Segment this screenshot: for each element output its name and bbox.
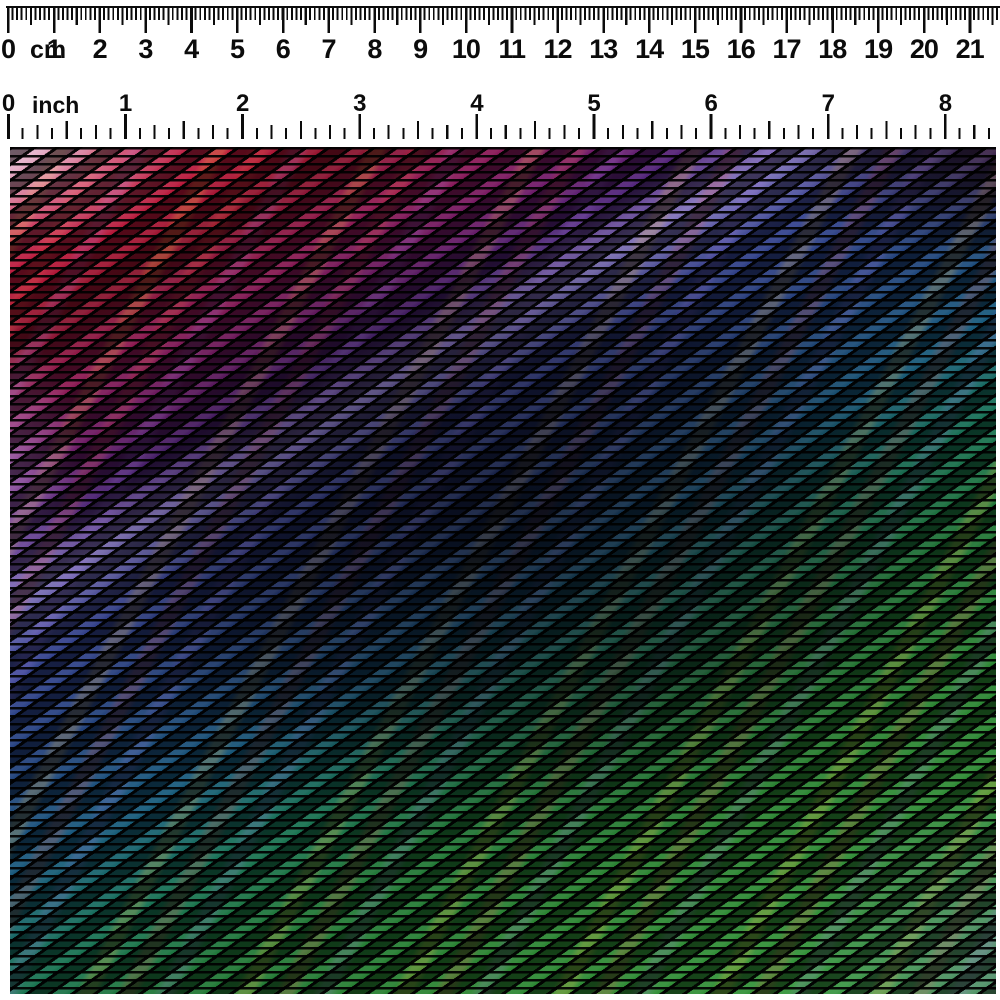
cm-ruler-number: 4 <box>184 34 199 64</box>
cm-unit-label: cm <box>30 36 67 64</box>
cm-ruler-number: 9 <box>413 34 428 64</box>
cm-ruler-number: 5 <box>229 34 245 64</box>
cm-ruler-number: 7 <box>321 34 337 64</box>
cm-ruler-number: 3 <box>138 34 153 64</box>
inch-unit-label: inch <box>32 92 80 118</box>
cm-ruler-number: 21 <box>955 34 985 64</box>
cm-ruler-number: 15 <box>680 34 710 64</box>
inch-ruler-number: 7 <box>821 90 835 117</box>
cm-ruler-number: 11 <box>498 34 526 64</box>
inch-ruler-number: 2 <box>236 90 249 117</box>
cm-ruler-number: 14 <box>635 34 664 64</box>
cm-ruler-numbers: 0 1 2 3 4 5 6 7 8 9 10 11 12 13 14 15 16 17 18 19 20 21 <box>0 34 1000 64</box>
inch-ruler-number: 3 <box>353 90 366 117</box>
inch-ruler-number: 8 <box>938 90 952 117</box>
cm-ruler-number: 17 <box>772 34 801 64</box>
cm-ruler-number: 18 <box>818 34 847 64</box>
cm-ruler-number: 0 <box>0 34 16 64</box>
cm-ruler-number: 8 <box>367 34 382 64</box>
inch-ruler-numbers: 0 1 2 3 4 5 6 7 8 <box>0 90 1000 120</box>
cm-ruler-number: 20 <box>909 34 939 64</box>
cm-ruler-number: 13 <box>589 34 618 64</box>
cm-ruler-number: 12 <box>543 34 572 64</box>
cm-ruler-number: 16 <box>726 34 756 64</box>
inch-ruler-number: 6 <box>704 90 717 117</box>
cm-ruler-number: 1 <box>46 34 62 64</box>
inch-ruler-number: 1 <box>118 90 132 117</box>
cm-ruler-number: 2 <box>92 34 108 64</box>
cm-ruler-number: 10 <box>451 34 481 64</box>
inch-ruler-number: 0 <box>1 90 15 117</box>
inch-whole-ticks <box>7 114 1000 139</box>
inch-ruler-number: 5 <box>587 90 600 117</box>
rainbow-carbon-fiber-swatch <box>10 147 996 994</box>
inch-ruler-number: 4 <box>470 90 483 117</box>
cm-ruler-number: 6 <box>275 34 291 64</box>
cm-centimeter-ticks <box>7 6 1000 33</box>
cm-ruler-number: 19 <box>864 34 893 64</box>
